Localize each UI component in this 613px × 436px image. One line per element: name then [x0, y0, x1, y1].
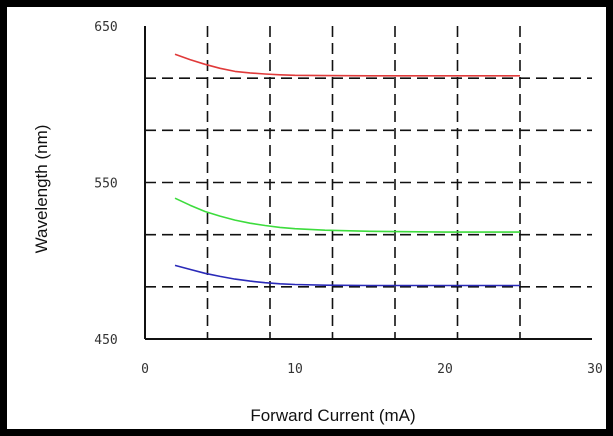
axes: [144, 26, 592, 340]
grid: [145, 26, 592, 339]
x-tick-label: 0: [141, 362, 149, 377]
x-tick-label: 20: [437, 362, 453, 377]
series-line-1: [174, 53, 520, 77]
y-tick-label: 550: [94, 177, 117, 192]
series-line-3: [174, 264, 520, 287]
y-tick-label: 450: [94, 333, 117, 348]
x-axis-title: Forward Current (mA): [250, 406, 415, 425]
series-line-2: [174, 197, 520, 233]
x-tick-label: 30: [587, 362, 603, 377]
series-lines: [174, 53, 520, 287]
wavelength-vs-current-chart: 0 10 20 30 450 550 650 Forward Current (mA) Wa…: [32, 20, 603, 425]
y-tick-label: 650: [94, 20, 117, 35]
y-axis-title: Wavelength (nm): [32, 125, 51, 254]
chart-frame: 0 10 20 30 450 550 650 Forward Current (mA) Wa…: [7, 7, 606, 429]
x-tick-label: 10: [287, 362, 303, 377]
tick-labels: 0 10 20 30 450 550 650: [94, 20, 603, 377]
